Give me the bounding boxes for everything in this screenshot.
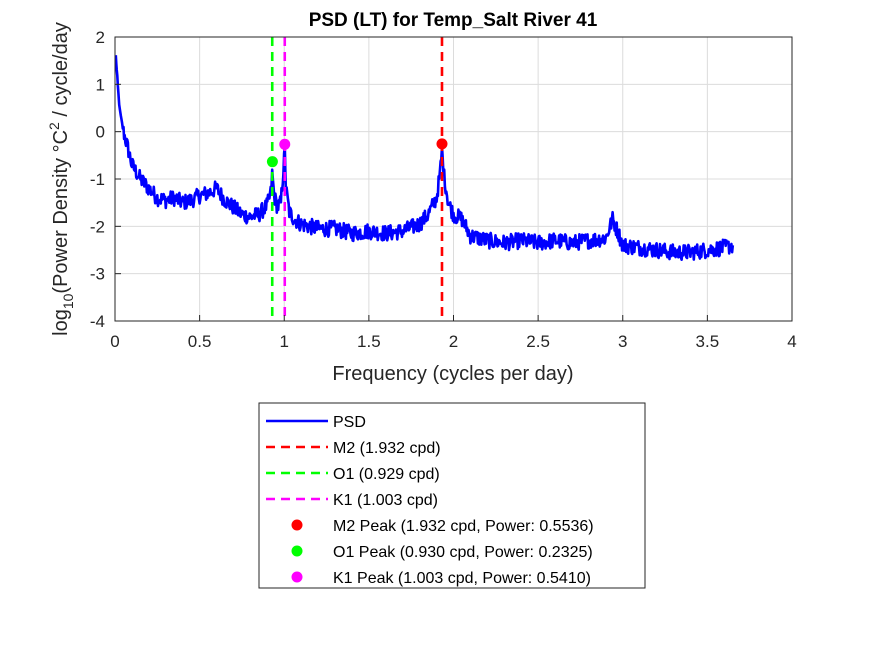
peak-markers xyxy=(266,138,448,168)
x-axis-ticks: 0 0.5 1 1.5 2 2.5 3 3.5 4 xyxy=(110,315,797,351)
y-tick-label: 0 xyxy=(96,123,105,142)
x-tick-label: 1 xyxy=(280,332,289,351)
x-axis-label: Frequency (cycles per day) xyxy=(332,363,573,385)
legend-box xyxy=(258,402,646,589)
x-tick-label: 1.5 xyxy=(357,332,381,351)
legend-label: K1 (1.003 cpd) xyxy=(333,492,438,509)
y-axis-label: log10(Power Density °C2 / cycle/day xyxy=(46,22,76,336)
y-tick-label: 1 xyxy=(96,75,105,94)
y-axis-ticks: -4 -3 -2 -1 0 1 2 xyxy=(90,28,121,331)
legend-swatch-k1-peak xyxy=(291,571,303,583)
x-tick-label: 3.5 xyxy=(696,332,720,351)
x-tick-label: 3 xyxy=(618,332,627,351)
x-tick-label: 0 xyxy=(110,332,119,351)
legend-label: O1 (0.929 cpd) xyxy=(333,466,440,483)
y-tick-label: -1 xyxy=(90,170,105,189)
peak-marker-o1 xyxy=(266,156,278,168)
reference-lines xyxy=(270,37,444,321)
legend-swatch-o1-peak xyxy=(291,545,303,557)
legend-label: M2 (1.932 cpd) xyxy=(333,440,441,457)
x-tick-label: 2 xyxy=(449,332,458,351)
legend-label: K1 Peak (1.003 cpd, Power: 0.5410) xyxy=(333,570,591,587)
series-layer xyxy=(115,55,735,262)
peak-marker-m2 xyxy=(436,138,448,150)
y-tick-label: 2 xyxy=(96,28,105,47)
y-tick-label: -2 xyxy=(90,217,105,236)
x-tick-label: 4 xyxy=(787,332,796,351)
legend-label: PSD xyxy=(333,414,366,431)
psd-series-line xyxy=(115,55,735,262)
legend-items: PSD M2 (1.932 cpd) O1 (0.929 cpd) K1 (1.003… xyxy=(266,414,594,587)
legend-label: O1 Peak (0.930 cpd, Power: 0.2325) xyxy=(333,544,593,561)
y-tick-label: -4 xyxy=(90,312,105,331)
legend-label: M2 Peak (1.932 cpd, Power: 0.5536) xyxy=(333,518,594,535)
y-tick-label: -3 xyxy=(90,265,105,284)
peak-marker-k1 xyxy=(279,138,291,150)
x-tick-label: 2.5 xyxy=(526,332,550,351)
chart-title: PSD (LT) for Temp_Salt River 41 xyxy=(309,10,598,31)
x-tick-label: 0.5 xyxy=(188,332,212,351)
legend-swatch-m2-peak xyxy=(291,519,303,531)
legend: PSD M2 (1.932 cpd) O1 (0.929 cpd) K1 (1.003… xyxy=(258,402,646,589)
